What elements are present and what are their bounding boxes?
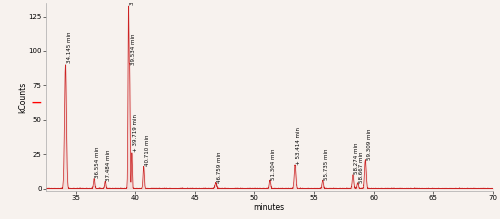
Text: 34.145 min: 34.145 min bbox=[67, 32, 72, 64]
Text: —: — bbox=[32, 98, 42, 108]
Text: 51.304 min: 51.304 min bbox=[271, 148, 276, 180]
Y-axis label: kCounts: kCounts bbox=[18, 81, 27, 113]
Text: + 39.719 min: + 39.719 min bbox=[133, 114, 138, 152]
Text: 39.433: 39.433 bbox=[130, 0, 134, 5]
Text: 37.484 min: 37.484 min bbox=[106, 150, 112, 181]
Text: + 53.414 min: + 53.414 min bbox=[296, 127, 302, 164]
Text: 59.309 min: 59.309 min bbox=[366, 128, 372, 160]
Text: 40.710 min: 40.710 min bbox=[145, 134, 150, 166]
Text: 39.534 min: 39.534 min bbox=[131, 34, 136, 65]
Text: 55.735 min: 55.735 min bbox=[324, 148, 329, 180]
Text: 58.667 min: 58.667 min bbox=[359, 151, 364, 183]
Text: 58.274 min: 58.274 min bbox=[354, 143, 359, 174]
Text: 36.554 min: 36.554 min bbox=[96, 147, 100, 178]
X-axis label: minutes: minutes bbox=[254, 203, 285, 212]
Text: 46.759 min: 46.759 min bbox=[217, 151, 222, 183]
